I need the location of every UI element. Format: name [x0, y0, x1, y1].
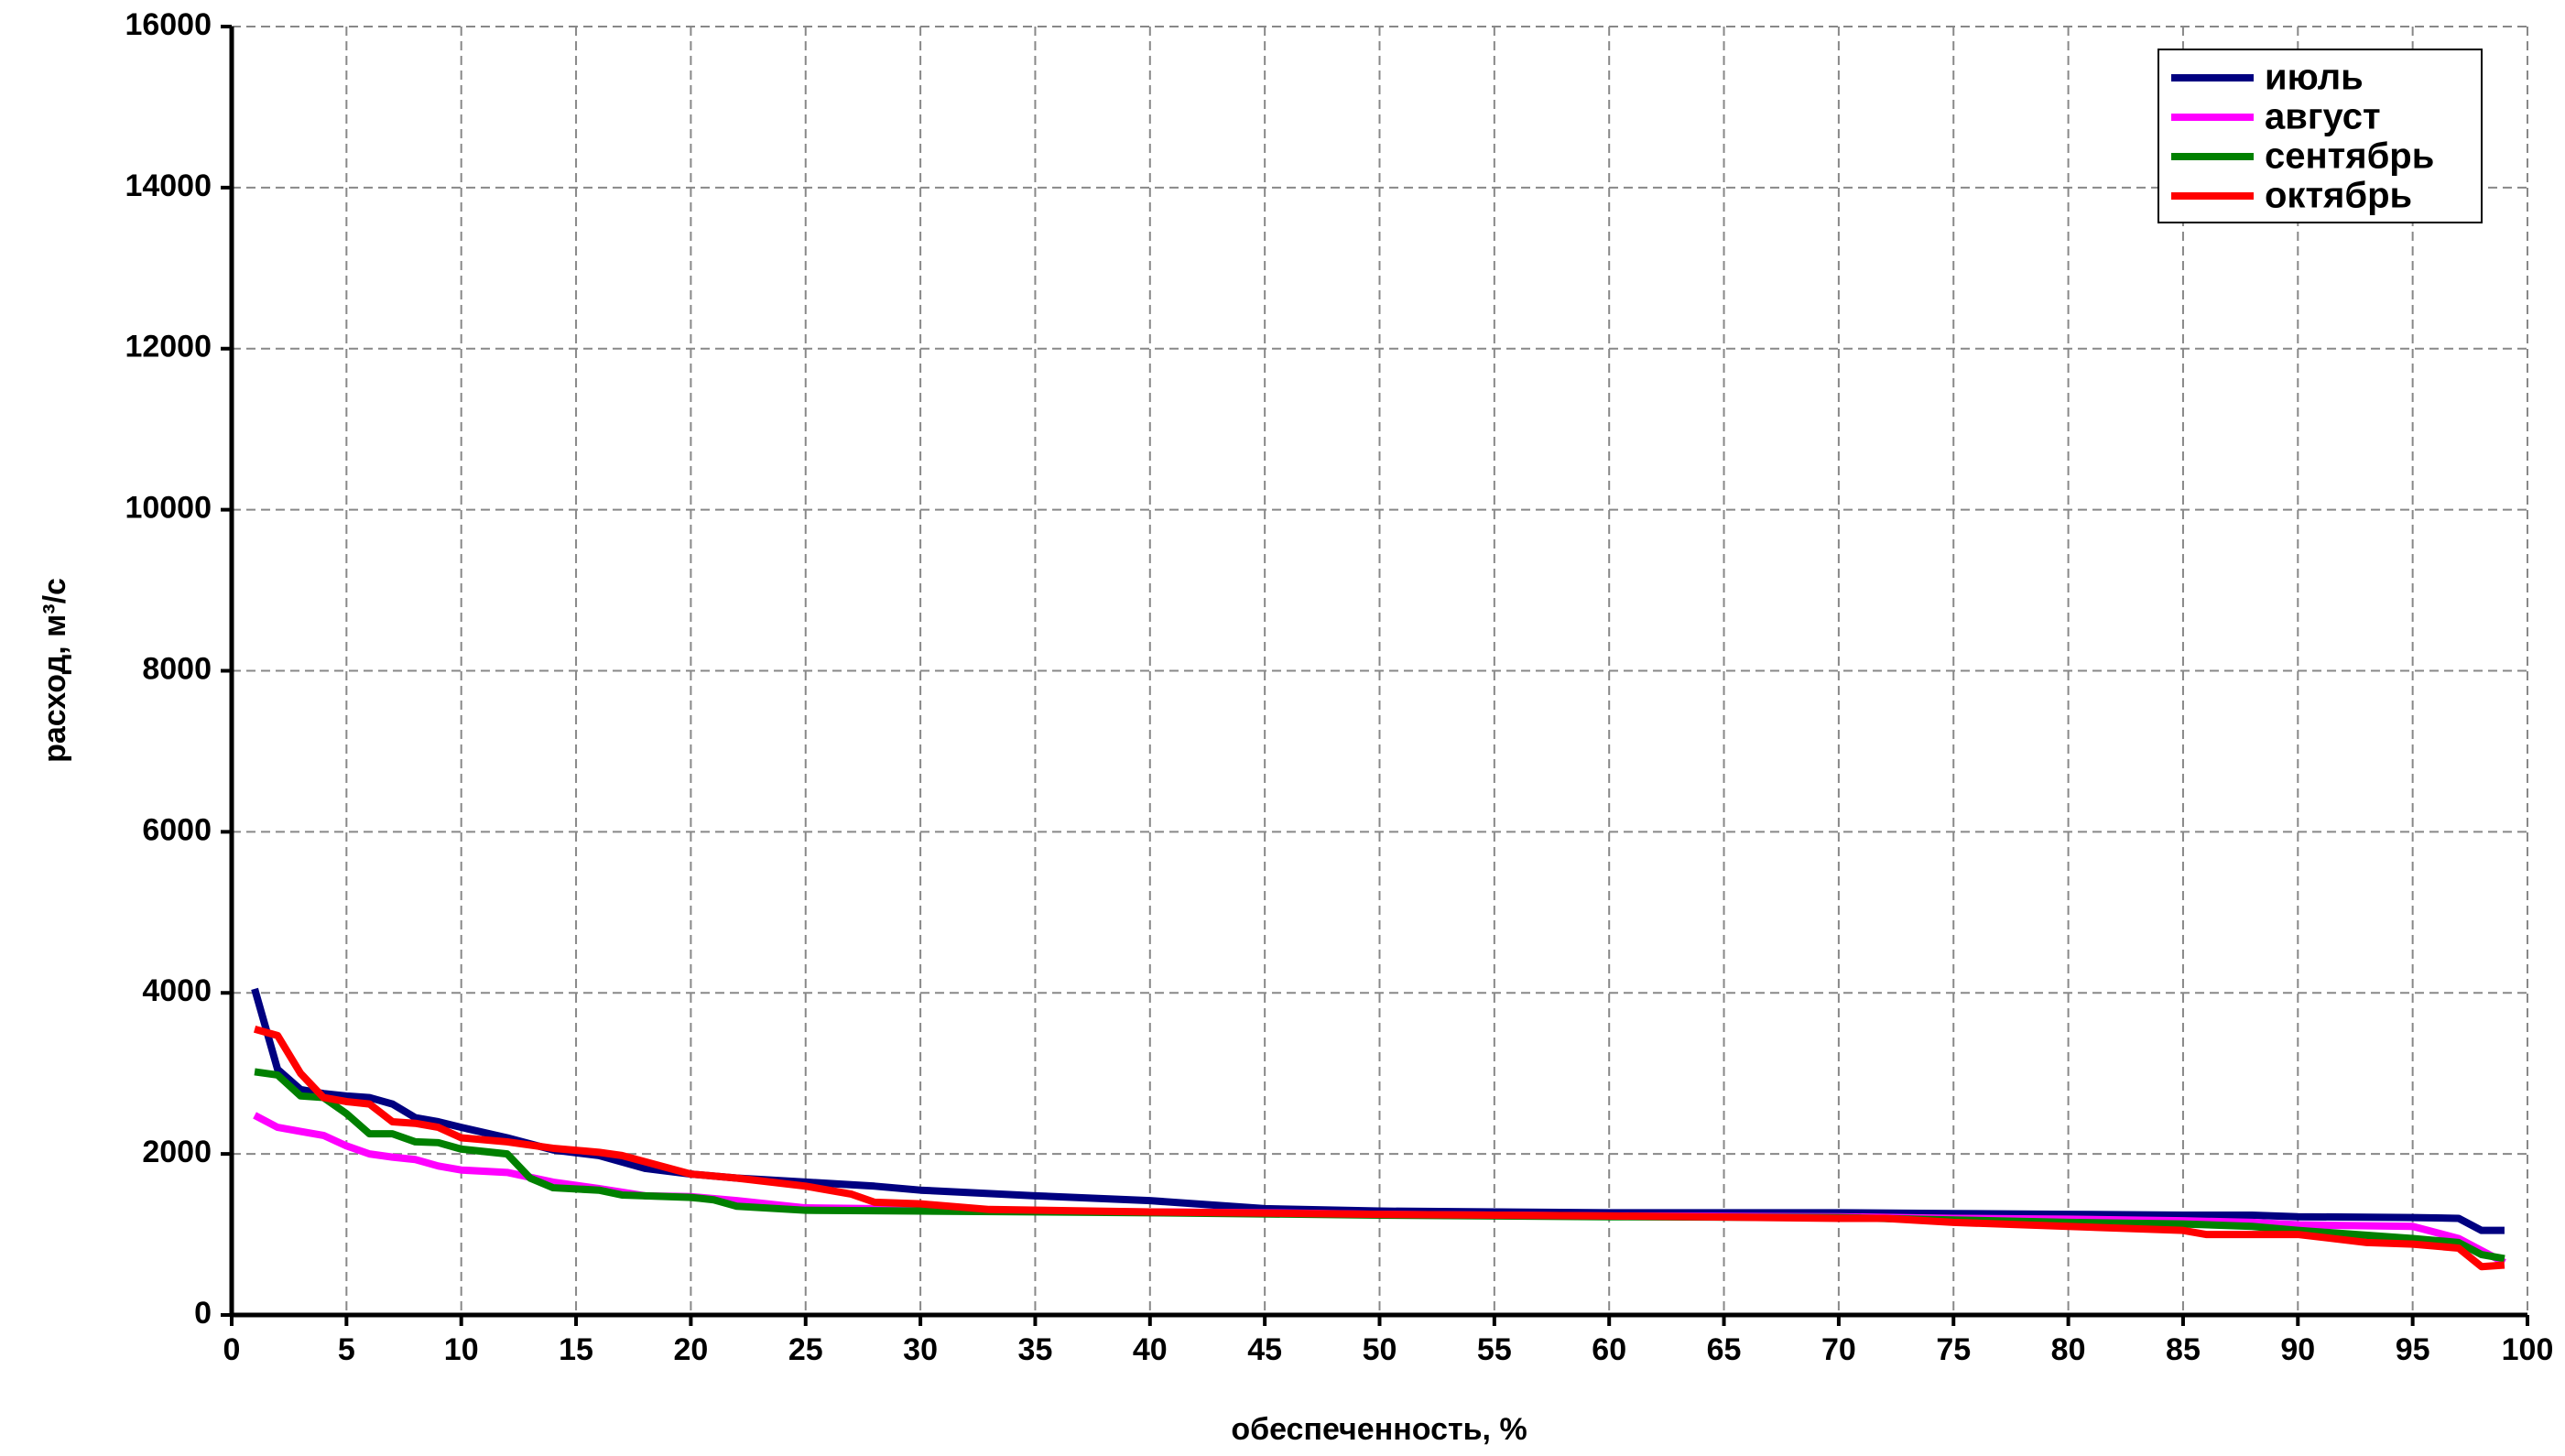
x-tick-label: 10: [444, 1332, 479, 1367]
x-tick-label: 55: [1477, 1332, 1512, 1367]
x-tick-label: 90: [2280, 1332, 2315, 1367]
x-tick-label: 15: [559, 1332, 593, 1367]
x-tick-label: 25: [788, 1332, 823, 1367]
y-axis-label: расход, м³/с: [38, 578, 72, 763]
y-tick-label: 6000: [142, 812, 212, 847]
y-tick-label: 0: [194, 1296, 212, 1331]
legend-label: август: [2265, 97, 2381, 137]
x-tick-label: 40: [1133, 1332, 1168, 1367]
x-axis-label: обеспеченность, %: [1231, 1412, 1527, 1447]
x-tick-label: 30: [903, 1332, 938, 1367]
y-tick-label: 2000: [142, 1135, 212, 1169]
y-tick-label: 4000: [142, 973, 212, 1008]
x-tick-label: 80: [2051, 1332, 2086, 1367]
y-tick-label: 14000: [125, 168, 212, 203]
series-line: [254, 1068, 2505, 1263]
x-tick-label: 50: [1363, 1332, 1397, 1367]
x-tick-label: 85: [2166, 1332, 2201, 1367]
x-tick-label: 75: [1936, 1332, 1971, 1367]
legend-label: июль: [2265, 58, 2364, 98]
x-tick-label: 5: [338, 1332, 355, 1367]
x-tick-label: 95: [2396, 1332, 2430, 1367]
x-tick-label: 0: [223, 1332, 241, 1367]
y-tick-label: 8000: [142, 651, 212, 686]
y-tick-label: 10000: [125, 491, 212, 526]
legend-label: сентябрь: [2265, 136, 2434, 177]
y-tick-label: 12000: [125, 330, 212, 364]
x-tick-label: 35: [1018, 1332, 1053, 1367]
series-line: [251, 987, 2505, 1234]
x-tick-label: 20: [673, 1332, 708, 1367]
y-tick-label: 16000: [125, 7, 212, 42]
x-tick-label: 65: [1707, 1332, 1742, 1367]
x-tick-label: 45: [1247, 1332, 1282, 1367]
legend-label: октябрь: [2265, 176, 2412, 216]
x-tick-label: 100: [2502, 1332, 2554, 1367]
x-tick-label: 60: [1592, 1332, 1626, 1367]
x-tick-label: 70: [1821, 1332, 1856, 1367]
series-line: [253, 1025, 2505, 1271]
